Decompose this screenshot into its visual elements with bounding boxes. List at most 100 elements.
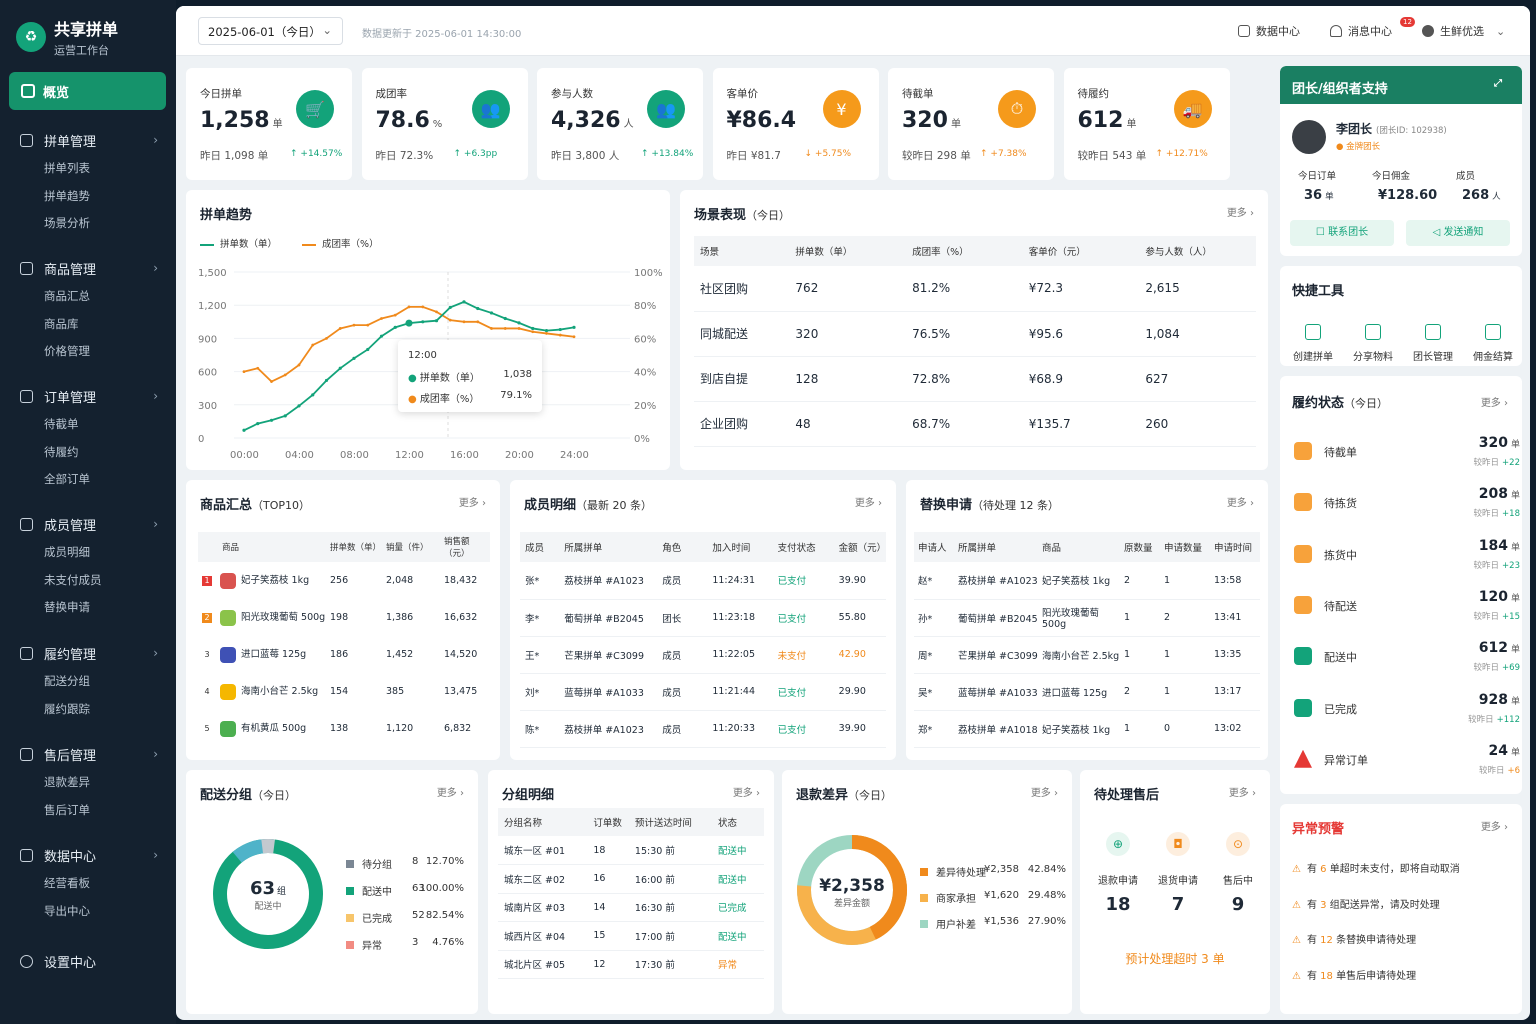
alert-item[interactable]: ⚠ 有 6 单超时未支付，即将自动取消 — [1292, 860, 1460, 875]
sidebar-subitem[interactable]: 经营看板 — [44, 876, 90, 890]
sidebar-group-header[interactable]: 履约管理 › — [0, 638, 176, 668]
sidebar-subitem[interactable]: 成员明细 — [44, 545, 90, 559]
arrow-down-icon: ↓ — [804, 149, 815, 159]
data-point — [517, 321, 521, 325]
fulfil-row[interactable]: 待截单 320 单较昨日 +22 — [1292, 434, 1520, 474]
sidebar-subitem[interactable]: 售后订单 — [44, 802, 90, 817]
fulfil-row[interactable]: 已完成 928 单较昨日 +112 — [1292, 691, 1520, 731]
table-row[interactable]: 刘* 蓝莓拼单 #A1033 成员 11:21:44 已支付 29.90 — [520, 673, 886, 710]
table-row[interactable]: 张* 荔枝拼单 #A1023 成员 11:24:31 已支付 39.90 — [520, 562, 886, 599]
table-row[interactable]: 2 阳光玫瑰葡萄 500g 198 1,386 16,632 — [198, 599, 490, 636]
sidebar-subitem[interactable]: 待履约 — [44, 444, 79, 459]
table-row[interactable]: 城北片区 #05 12 17:30 前 异常 — [498, 950, 764, 979]
sidebar-subitem[interactable]: 待截单 — [44, 417, 79, 431]
sidebar-subitem[interactable]: 场景分析 — [44, 216, 90, 230]
table-row[interactable]: 城东一区 #01 18 15:30 前 配送中 — [498, 836, 764, 865]
sidebar-item-overview[interactable]: 概览 — [9, 72, 166, 110]
sidebar-item-settings[interactable]: 设置中心 — [0, 946, 176, 976]
send-notice-button[interactable]: ◁ 发送通知 — [1406, 220, 1510, 246]
contact-leader-button[interactable]: ☐ 联系团长 — [1290, 220, 1394, 246]
date-select[interactable]: 2025-06-01（今日） ⌄ — [198, 17, 343, 45]
table-row[interactable]: 孙* 葡萄拼单 #B2045 阳光玫瑰葡萄 500g 1 2 13:41 — [914, 599, 1260, 636]
tool-button[interactable]: 分享物料 — [1348, 324, 1398, 363]
sidebar-subitem[interactable]: 商品库 — [44, 316, 79, 331]
fulfil-row[interactable]: 拣货中 184 单较昨日 +23 — [1292, 537, 1520, 577]
refund-title: 退款差异（今日） — [796, 784, 892, 803]
data-center-button[interactable]: 数据中心 — [1238, 23, 1300, 39]
table-row[interactable]: 到店自提 128 72.8% ¥68.9 627 — [694, 356, 1256, 401]
table-row[interactable]: 同城配送 320 76.5% ¥95.6 1,084 — [694, 311, 1256, 356]
replace-more-link[interactable]: 更多 › — [1226, 498, 1254, 509]
table-row[interactable]: 企业团购 48 68.7% ¥135.7 260 — [694, 401, 1256, 446]
table-cell: 城东一区 #01 — [504, 846, 566, 857]
table-row[interactable]: 4 海南小台芒 2.5kg 154 385 13,475 — [198, 673, 490, 710]
fulfil-more-link[interactable]: 更多 › — [1480, 398, 1508, 409]
table-row[interactable]: 城西片区 #04 15 17:00 前 配送中 — [498, 922, 764, 950]
alert-item[interactable]: ⚠ 有 3 组配送异常，请及时处理 — [1292, 896, 1440, 911]
products-more-link[interactable]: 更多 › — [458, 498, 486, 509]
aftersale-count[interactable]: 9 — [1231, 894, 1245, 915]
fulfil-row[interactable]: 待配送 120 单较昨日 +15 — [1292, 588, 1520, 628]
alerts-more-link[interactable]: 更多 › — [1480, 822, 1508, 833]
table-row[interactable]: 社区团购 762 81.2% ¥72.3 2,615 — [694, 266, 1256, 311]
scene-more-link[interactable]: 更多 › — [1226, 208, 1254, 219]
alert-item[interactable]: ⚠ 有 18 单售后申请待处理 — [1292, 967, 1416, 982]
table-cell: 11:23:18 — [712, 612, 755, 623]
expand-icon[interactable]: ⤢ — [1494, 78, 1502, 89]
count-unit: 单 — [1510, 696, 1520, 707]
sidebar-subitem[interactable]: 退款差异 — [44, 775, 90, 789]
x-tick-label: 24:00 — [560, 450, 589, 461]
sidebar-subitem[interactable]: 全部订单 — [44, 472, 90, 486]
tool-button[interactable]: 佣金结算 — [1468, 324, 1518, 363]
menu-icon — [20, 517, 33, 531]
alert-item[interactable]: ⚠ 有 12 条替换申请待处理 — [1292, 931, 1416, 946]
delivery-more-link[interactable]: 更多 › — [436, 788, 464, 799]
sidebar-subitem[interactable]: 拼单趋势 — [44, 188, 90, 203]
sidebar-subitem[interactable]: 导出中心 — [44, 903, 90, 918]
table-cell: 1 — [1164, 574, 1171, 586]
sidebar-group-header[interactable]: 拼单管理 › — [0, 125, 176, 155]
table-cell: 17:00 前 — [634, 931, 675, 943]
table-row[interactable]: 赵* 荔枝拼单 #A1023 妃子笑荔枝 1kg 2 1 13:58 — [914, 562, 1260, 599]
table-row[interactable]: 陈* 荔枝拼单 #A1023 成员 11:20:33 已支付 39.90 — [520, 710, 886, 747]
table-row[interactable]: 5 有机黄瓜 500g 138 1,120 6,832 — [198, 710, 490, 747]
center-label: 配送中 — [254, 902, 282, 912]
kpi-card: 待履约 612 单较昨日 543 单 ↑ +12.71% 🚚 — [1063, 68, 1230, 180]
table-row[interactable]: 3 进口蓝莓 125g 186 1,452 14,520 — [198, 636, 490, 673]
sidebar-subitem[interactable]: 履约跟踪 — [44, 701, 90, 716]
tool-button[interactable]: 创建拼单 — [1288, 324, 1338, 363]
aftersale-more-link[interactable]: 更多 › — [1228, 788, 1256, 799]
fulfil-row[interactable]: 待拣货 208 单较昨日 +18 — [1292, 485, 1520, 525]
status-change: 较昨日 +22 — [1474, 456, 1520, 468]
sidebar-subitem[interactable]: 未支付成员 — [44, 572, 102, 587]
table-row[interactable]: 吴* 蓝莓拼单 #A1033 进口蓝莓 125g 2 1 13:17 — [914, 673, 1260, 710]
tool-button[interactable]: 团长管理 — [1408, 324, 1458, 363]
sidebar-subitem[interactable]: 配送分组 — [44, 674, 90, 688]
sidebar-group-header[interactable]: 售后管理 › — [0, 739, 176, 769]
members-more-link[interactable]: 更多 › — [854, 498, 882, 509]
sidebar-group-header[interactable]: 订单管理 › — [0, 381, 176, 411]
sidebar-subitem[interactable]: 替换申请 — [44, 600, 90, 614]
sidebar-subitem[interactable]: 价格管理 — [44, 344, 90, 358]
fulfil-row[interactable]: 配送中 612 单较昨日 +69 — [1292, 639, 1520, 679]
sidebar-group-header[interactable]: 成员管理 › — [0, 509, 176, 539]
table-row[interactable]: 城南片区 #03 14 16:30 前 已完成 — [498, 893, 764, 922]
table-cell: 城南片区 #03 — [504, 903, 566, 915]
table-row[interactable]: 城东二区 #02 16 16:00 前 配送中 — [498, 865, 764, 893]
table-row[interactable]: 郑* 荔枝拼单 #A1018 妃子笑荔枝 1kg 1 0 13:02 — [914, 710, 1260, 747]
sidebar-subitem[interactable]: 商品汇总 — [44, 289, 90, 303]
table-row[interactable]: 王* 芒果拼单 #C3099 成员 11:22:05 未支付 42.90 — [520, 636, 886, 673]
messages-button[interactable]: 消息中心 12 — [1330, 17, 1415, 39]
user-menu[interactable]: 生鲜优选 ⌄ — [1422, 23, 1505, 39]
aftersale-count[interactable]: 7 — [1171, 894, 1185, 915]
aftersale-count[interactable]: 18 — [1105, 894, 1131, 915]
groups-more-link[interactable]: 更多 › — [732, 788, 760, 799]
table-row[interactable]: 周* 芒果拼单 #C3099 海南小台芒 2.5kg 1 1 13:35 — [914, 636, 1260, 673]
fulfil-row[interactable]: 异常订单 24 单较昨日 +6 — [1292, 742, 1520, 782]
sidebar-group-header[interactable]: 数据中心 › — [0, 840, 176, 870]
refund-more-link[interactable]: 更多 › — [1030, 788, 1058, 799]
sidebar-group-header[interactable]: 商品管理 › — [0, 253, 176, 283]
table-row[interactable]: 李* 葡萄拼单 #B2045 团长 11:23:18 已支付 55.80 — [520, 599, 886, 636]
sidebar-subitem[interactable]: 拼单列表 — [44, 161, 90, 175]
table-row[interactable]: 1 妃子笑荔枝 1kg 256 2,048 18,432 — [198, 562, 490, 599]
